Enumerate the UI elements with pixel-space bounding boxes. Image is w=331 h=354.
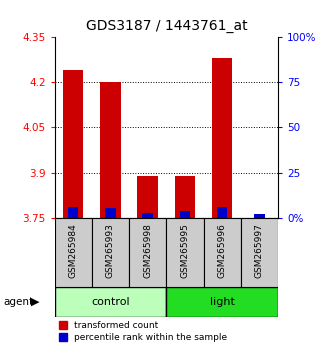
Text: agent: agent — [3, 297, 33, 307]
Bar — [63, 70, 83, 218]
Text: ▶: ▶ — [31, 297, 40, 307]
Legend: transformed count, percentile rank within the sample: transformed count, percentile rank withi… — [59, 321, 228, 342]
Bar — [241, 218, 278, 287]
Text: light: light — [210, 297, 235, 307]
Bar — [254, 214, 264, 218]
Bar — [175, 176, 195, 218]
Bar — [105, 208, 116, 218]
Bar — [55, 287, 166, 317]
Text: control: control — [91, 297, 130, 307]
Bar — [55, 218, 92, 287]
Bar — [129, 218, 166, 287]
Text: GSM265993: GSM265993 — [106, 223, 115, 278]
Bar — [180, 211, 190, 218]
Text: GSM265997: GSM265997 — [255, 223, 264, 278]
Title: GDS3187 / 1443761_at: GDS3187 / 1443761_at — [85, 19, 247, 33]
Bar — [68, 207, 78, 218]
Bar — [212, 58, 232, 218]
Text: GSM265996: GSM265996 — [218, 223, 227, 278]
Bar — [204, 218, 241, 287]
Text: GSM265984: GSM265984 — [69, 223, 78, 278]
Bar — [137, 176, 158, 218]
Bar — [92, 218, 129, 287]
Bar — [142, 213, 153, 218]
Text: GSM265998: GSM265998 — [143, 223, 152, 278]
Bar — [166, 218, 204, 287]
Bar — [166, 287, 278, 317]
Bar — [100, 82, 121, 218]
Text: GSM265995: GSM265995 — [180, 223, 189, 278]
Bar — [217, 207, 227, 218]
